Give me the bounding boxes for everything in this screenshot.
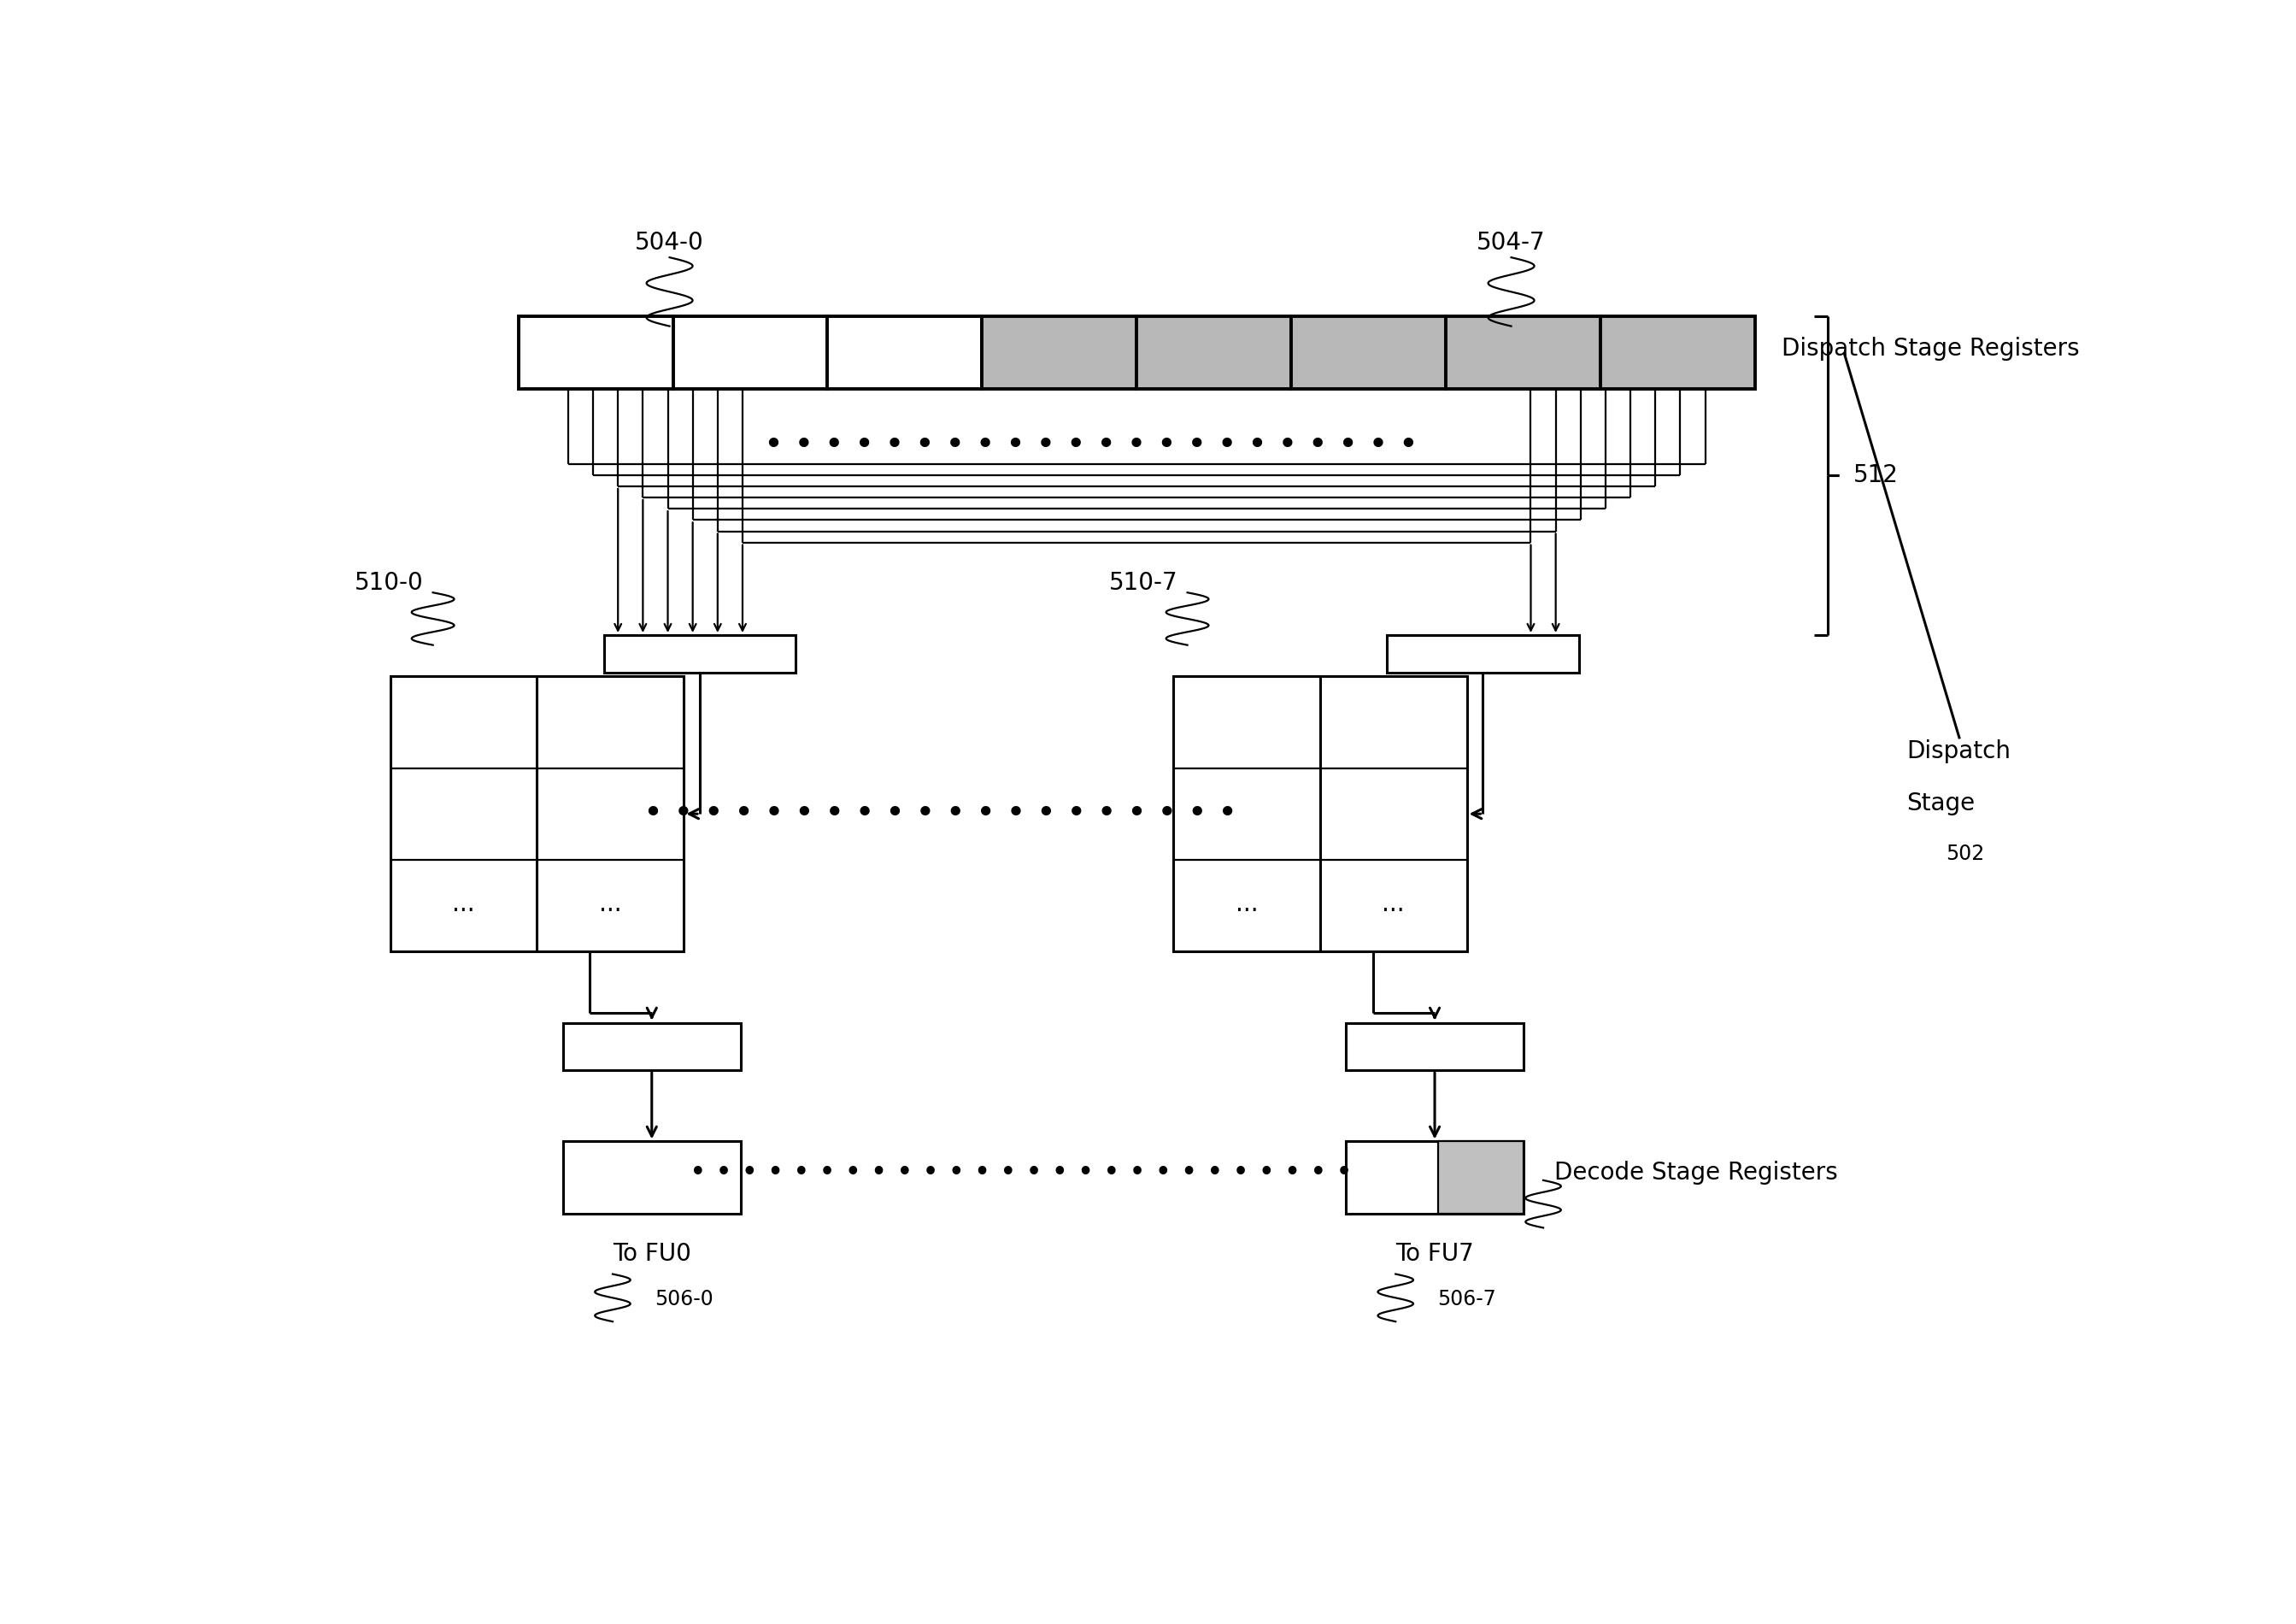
Bar: [673, 317, 827, 388]
Bar: [1137, 317, 1290, 388]
Bar: [519, 317, 673, 388]
Bar: [604, 635, 797, 672]
Text: ...: ...: [1235, 893, 1258, 916]
Bar: [827, 317, 983, 388]
Text: 510-7: 510-7: [1109, 570, 1178, 594]
Bar: [1446, 317, 1600, 388]
Bar: [1600, 317, 1754, 388]
Text: 512: 512: [1853, 463, 1899, 487]
Bar: [563, 1142, 742, 1215]
Bar: [1290, 317, 1446, 388]
Text: Stage: Stage: [1906, 793, 1975, 815]
Text: 506-7: 506-7: [1437, 1289, 1497, 1309]
Text: To FU0: To FU0: [613, 1242, 691, 1267]
Bar: [983, 317, 1137, 388]
Text: 502: 502: [1945, 843, 1984, 864]
Bar: [1345, 1142, 1525, 1215]
Text: 510-0: 510-0: [354, 570, 425, 594]
Text: • • • • • • • • • • • • • • • • • • • • • •: • • • • • • • • • • • • • • • • • • • • …: [765, 429, 1428, 461]
Bar: [1437, 1142, 1525, 1215]
Text: To FU7: To FU7: [1396, 1242, 1474, 1267]
Text: ...: ...: [599, 893, 622, 916]
Text: • • • • • • • • • • • • • • • • • • • •: • • • • • • • • • • • • • • • • • • • •: [643, 797, 1247, 830]
Text: • • • • • • • • • • • • • • • • • • • • • • • • • •: • • • • • • • • • • • • • • • • • • • • …: [689, 1158, 1362, 1187]
Text: ...: ...: [452, 893, 475, 916]
Text: Dispatch: Dispatch: [1906, 739, 2011, 763]
Bar: [563, 1023, 742, 1070]
Text: 504-0: 504-0: [636, 231, 705, 255]
Text: Decode Stage Registers: Decode Stage Registers: [1554, 1161, 1837, 1186]
Bar: [1345, 1023, 1525, 1070]
Bar: [390, 676, 684, 952]
Bar: [1173, 676, 1467, 952]
Text: 504-7: 504-7: [1476, 231, 1545, 255]
Bar: [1387, 635, 1580, 672]
Text: 506-0: 506-0: [654, 1289, 714, 1309]
Text: ...: ...: [1382, 893, 1405, 916]
Text: Dispatch Stage Registers: Dispatch Stage Registers: [1782, 336, 2080, 361]
